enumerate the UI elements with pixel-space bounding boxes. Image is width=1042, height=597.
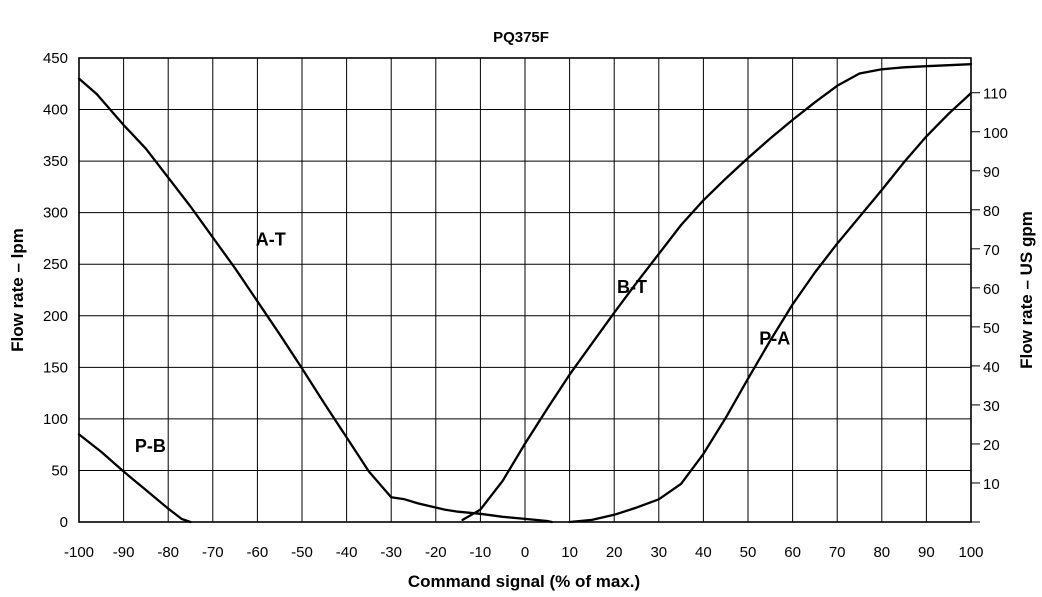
y-tick-label: 350 [43, 153, 68, 170]
series-label-p-b: P-B [135, 436, 166, 456]
series-line-p-a [568, 91, 973, 524]
right-y-tick-label: 40 [983, 359, 1000, 376]
grid [78, 57, 972, 523]
series-line-a-t [77, 77, 553, 524]
x-tick-label: 100 [958, 544, 983, 561]
series-label-p-a: P-A [759, 329, 790, 349]
x-tick-label: -20 [425, 544, 447, 561]
y-tick-label: 250 [43, 256, 68, 273]
right-y-tick-label: 20 [983, 437, 1000, 454]
right-y-tick-label: 60 [983, 281, 1000, 298]
y-axis-ticks: 0 50 100 150 200 250 300 350 400 450 [43, 50, 68, 531]
x-tick-label: -60 [247, 544, 269, 561]
right-y-axis-ticks: 10 20 30 40 50 60 70 80 90 100 110 [971, 86, 1008, 523]
x-tick-label: -30 [380, 544, 402, 561]
right-y-tick-label: 100 [983, 125, 1008, 142]
x-tick-label: 20 [606, 544, 623, 561]
right-y-tick-label: 50 [983, 320, 1000, 337]
x-axis-label: Command signal (% of max.) [408, 572, 640, 591]
right-y-tick-label: 10 [983, 476, 1000, 493]
y-tick-label: 450 [43, 50, 68, 67]
y-tick-label: 100 [43, 411, 68, 428]
curve-labels: A-T B-T P-A P-B [135, 230, 790, 456]
x-tick-label: -90 [113, 544, 135, 561]
series-line-p-b [77, 433, 192, 524]
x-tick-label: -70 [202, 544, 224, 561]
curves [77, 63, 973, 524]
y-tick-label: 0 [60, 514, 68, 531]
y-axis-label: Flow rate – lpm [8, 228, 27, 352]
y-tick-label: 200 [43, 308, 68, 325]
y-tick-label: 400 [43, 102, 68, 119]
x-tick-label: 50 [740, 544, 757, 561]
x-tick-label: 10 [561, 544, 578, 561]
x-tick-label: 60 [784, 544, 801, 561]
right-y-tick-label: 90 [983, 164, 1000, 181]
x-tick-label: 80 [873, 544, 890, 561]
y-axis-right-label: Flow rate – US gpm [1017, 211, 1036, 369]
x-tick-label: 90 [918, 544, 935, 561]
x-tick-label: -80 [157, 544, 179, 561]
series-line-b-t [461, 63, 973, 522]
x-tick-label: -40 [336, 544, 358, 561]
x-tick-label: 40 [695, 544, 712, 561]
x-tick-label: 0 [521, 544, 529, 561]
x-tick-label: -10 [470, 544, 492, 561]
y-tick-label: 150 [43, 359, 68, 376]
x-tick-label: 30 [650, 544, 667, 561]
y-tick-label: 50 [51, 462, 68, 479]
series-label-b-t: B-T [617, 277, 647, 297]
right-y-tick-label: 30 [983, 398, 1000, 415]
right-y-tick-label: 70 [983, 242, 1000, 259]
series-label-a-t: A-T [256, 230, 286, 250]
chart-title: PQ375F [493, 29, 549, 46]
plot-frame [78, 57, 972, 523]
x-tick-label: -100 [64, 544, 94, 561]
x-tick-label: 70 [829, 544, 846, 561]
x-axis-ticks: -100 -90 -80 -70 -60 -50 -40 -30 -20 -10 0 10 20 30 40… [64, 544, 984, 561]
y-tick-label: 300 [43, 205, 68, 222]
x-tick-label: -50 [291, 544, 313, 561]
right-y-tick-label: 110 [983, 86, 1007, 103]
right-y-tick-label: 80 [983, 203, 1000, 220]
